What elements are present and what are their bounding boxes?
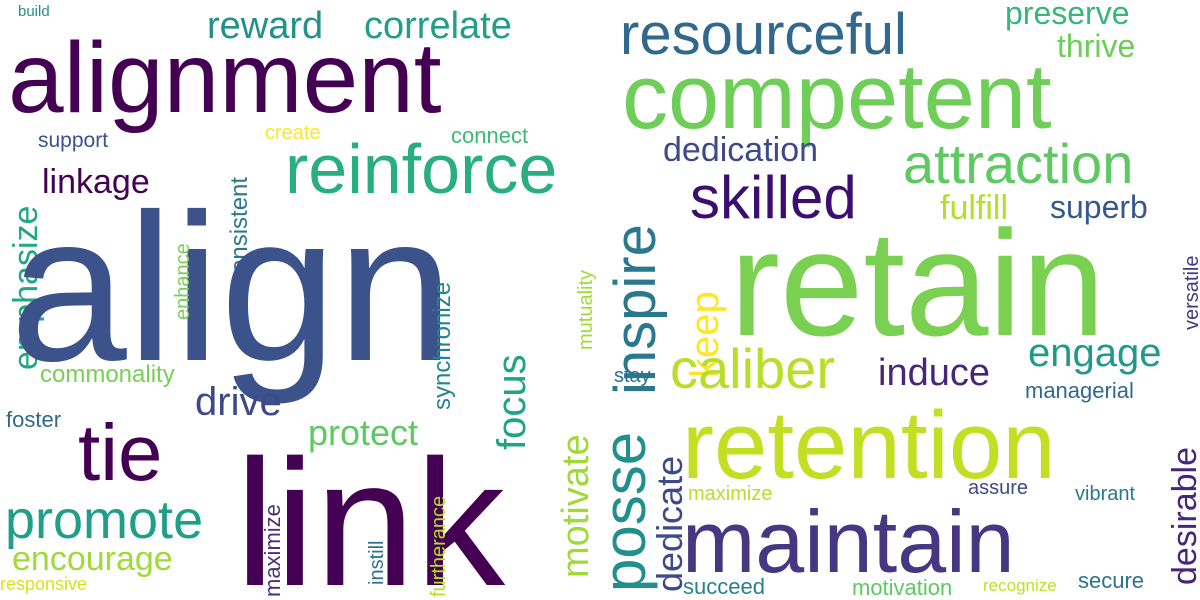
cloud-word: caliber <box>670 337 835 400</box>
cloud-word: fulfill <box>940 189 1008 227</box>
cloud-word: focus <box>490 354 534 450</box>
cloud-word: support <box>38 129 108 152</box>
cloud-word: encourage <box>12 540 173 578</box>
cloud-word: maximize <box>688 483 772 505</box>
cloud-word: motivate <box>555 434 597 578</box>
cloud-word: succeed <box>683 574 765 599</box>
cloud-word: tie <box>78 408 163 497</box>
cloud-word: mutuality <box>575 270 597 350</box>
cloud-word: linkage <box>42 163 150 201</box>
cloud-word: furtherance <box>428 496 450 597</box>
cloud-word: inspire <box>603 224 668 395</box>
cloud-word: assure <box>968 477 1028 499</box>
cloud-word: superb <box>1050 189 1148 225</box>
cloud-word: competent <box>622 46 1052 148</box>
cloud-word: foster <box>6 407 61 432</box>
cloud-word: consistent <box>226 177 253 285</box>
cloud-word: posse <box>591 432 658 592</box>
cloud-word: maintain <box>682 492 1015 591</box>
cloud-word: attraction <box>903 132 1133 195</box>
cloud-word: maximize <box>260 504 285 597</box>
cloud-word: dedication <box>663 131 818 169</box>
cloud-word: instill <box>366 541 388 585</box>
cloud-word: managerial <box>1025 378 1134 403</box>
cloud-word: skilled <box>690 164 857 231</box>
cloud-word: desirable <box>1166 447 1200 585</box>
cloud-word: thrive <box>1057 28 1135 64</box>
cloud-word: engage <box>1028 331 1161 375</box>
cloud-word: motivation <box>852 575 952 600</box>
cloud-word: emphasize <box>7 206 45 370</box>
cloud-word: versatile <box>1181 256 1200 330</box>
cloud-word: keep <box>683 291 727 378</box>
cloud-word: promote <box>5 490 203 550</box>
cloud-word: reinforce <box>285 130 557 208</box>
cloud-word: induce <box>878 352 990 394</box>
cloud-word: build <box>18 3 50 20</box>
cloud-word: resourceful <box>620 2 907 67</box>
cloud-word: enhance <box>172 243 194 320</box>
cloud-word: retain <box>730 199 1105 367</box>
cloud-word: commonality <box>40 361 175 388</box>
cloud-word: align <box>10 170 454 405</box>
cloud-word: stay <box>614 365 651 387</box>
cloud-word: correlate <box>364 5 512 47</box>
cloud-word: secure <box>1078 568 1144 593</box>
cloud-word: responsive <box>0 574 87 594</box>
cloud-word: retention <box>682 392 1056 499</box>
cloud-word: drive <box>195 380 282 424</box>
cloud-word: link <box>235 423 506 600</box>
cloud-word: connect <box>451 123 528 148</box>
cloud-word: protect <box>308 412 418 453</box>
cloud-word: vibrant <box>1075 483 1135 505</box>
cloud-word: reward <box>207 5 323 47</box>
cloud-word: dedicate <box>649 456 690 592</box>
cloud-word: alignment <box>8 22 442 134</box>
cloud-word: synchronize <box>429 282 456 410</box>
cloud-word: create <box>265 122 321 144</box>
cloud-word: preserve <box>1005 0 1130 31</box>
cloud-word: recognize <box>983 576 1057 595</box>
